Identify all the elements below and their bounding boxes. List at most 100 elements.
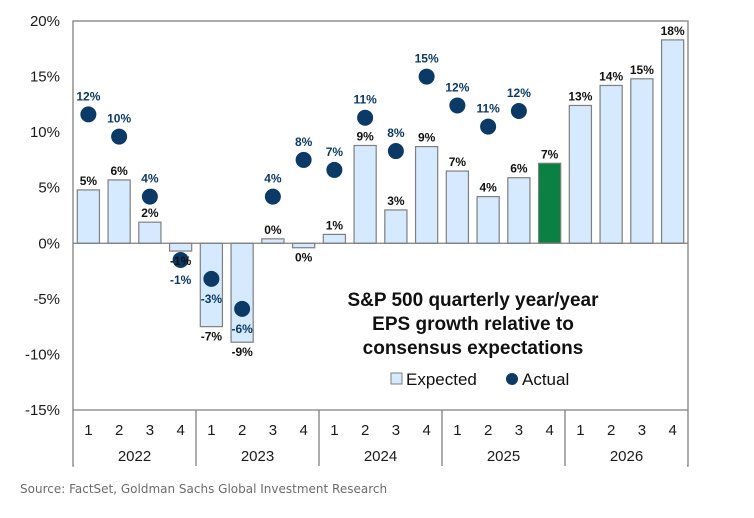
y-tick-label: 5%: [38, 180, 60, 197]
actual-dot: [80, 106, 97, 123]
x-tick-label: 1: [207, 422, 215, 439]
expected-bar: [138, 221, 162, 244]
actual-dot: [203, 270, 220, 287]
actual-dot: [264, 188, 281, 205]
expected-bar-label: 5%: [80, 174, 98, 188]
x-tick-label: 3: [392, 422, 400, 439]
year-label: 2025: [487, 448, 520, 465]
year-label: 2023: [241, 448, 274, 465]
x-tick-label: 3: [638, 422, 646, 439]
actual-dot: [480, 118, 497, 135]
y-tick-label: -10%: [25, 346, 60, 363]
expected-bar-label: -7%: [201, 330, 223, 344]
expected-bar-label: 15%: [630, 63, 654, 77]
legend-actual-label: Actual: [522, 370, 569, 389]
actual-dot-label: 7%: [326, 145, 344, 159]
expected-bar-label: 0%: [295, 251, 313, 265]
expected-bar-label: -9%: [231, 345, 253, 359]
expected-bar: [568, 104, 593, 244]
expected-bar-label: 9%: [418, 131, 436, 145]
expected-bar-label: 14%: [599, 69, 623, 83]
x-tick-label: 4: [545, 422, 553, 439]
year-label: 2024: [364, 448, 397, 465]
expected-bar: [168, 242, 193, 252]
actual-dot-label: -1%: [170, 273, 192, 287]
expected-bar-label: 9%: [356, 129, 374, 143]
chart-title-line: consensus expectations: [363, 338, 584, 359]
actual-dot: [111, 128, 128, 145]
actual-dot: [418, 68, 435, 85]
actual-dot: [234, 300, 251, 317]
expected-bar-label: 18%: [661, 24, 685, 38]
actual-dot-label: 15%: [415, 52, 439, 66]
expected-bar: [414, 145, 439, 244]
x-tick-label: 1: [330, 422, 338, 439]
expected-bar: [353, 144, 377, 244]
actual-dot-label: 11%: [353, 93, 377, 107]
actual-dot-label: 4%: [141, 172, 159, 186]
expected-bar-label: 13%: [568, 89, 592, 103]
y-tick-label: 10%: [30, 124, 60, 141]
actual-dot-label: -6%: [231, 322, 253, 336]
expected-bar: [261, 238, 285, 244]
x-tick-label: 2: [238, 422, 246, 439]
actual-dot-label: 8%: [387, 126, 405, 140]
legend-expected-label: Expected: [406, 370, 477, 389]
expected-bar-label: 4%: [479, 181, 497, 195]
year-label: 2022: [118, 448, 151, 465]
expected-bar-label: 6%: [510, 162, 528, 176]
actual-dot-label: 8%: [295, 135, 313, 149]
x-tick-label: 4: [176, 422, 184, 439]
x-tick-label: 2: [361, 422, 369, 439]
x-tick-label: 2: [484, 422, 492, 439]
x-tick-label: 3: [269, 422, 277, 439]
x-tick-label: 1: [576, 422, 584, 439]
axes: 20%15%10%5%0%-5%-10%-15%1 2 3 4 1 2 3 4 1 2 3 4 1 2 3 4…: [25, 13, 689, 467]
expected-bar: [599, 84, 623, 244]
x-tick-label: 1: [84, 422, 92, 439]
expected-bar-label: -1%: [170, 254, 192, 268]
x-tick-label: 4: [668, 422, 676, 439]
expected-bar-label: 1%: [326, 218, 344, 232]
x-tick-label: 3: [146, 422, 154, 439]
x-tick-label: 4: [422, 422, 430, 439]
expected-bar: [660, 39, 685, 244]
expected-bars: [76, 39, 685, 343]
expected-bar: [322, 233, 347, 244]
actual-dot: [387, 143, 404, 160]
actual-dot-label: 11%: [476, 102, 500, 116]
y-tick-label: 0%: [38, 235, 60, 252]
legend: Expected Actual: [390, 370, 569, 389]
data-labels: 5% 6% 2% -1% -7% -9% 0% 0% 1% 9% 3% 9% 7% 4% 6% 7% 13% 14…: [76, 24, 685, 359]
actual-dot: [510, 103, 527, 120]
y-tick-label: 15%: [30, 69, 60, 86]
actual-dots: [80, 68, 527, 317]
chart-title-line: EPS growth relative to: [372, 314, 574, 335]
x-tick-label: 1: [453, 422, 461, 439]
x-tick-label: 4: [299, 422, 307, 439]
chart-title-line: S&P 500 quarterly year/year: [347, 290, 599, 311]
year-label: 2026: [610, 448, 643, 465]
expected-bar: [107, 179, 131, 244]
y-tick-label: -5%: [33, 291, 60, 308]
legend-expected-swatch: [390, 372, 403, 385]
y-tick-label: 20%: [30, 13, 60, 30]
x-tick-label: 2: [607, 422, 615, 439]
legend-actual-swatch: [506, 373, 518, 385]
expected-bar-label: 7%: [449, 155, 467, 169]
expected-bar: [445, 170, 470, 244]
expected-bar-label: 0%: [264, 223, 282, 237]
expected-bar: [476, 196, 500, 244]
expected-bar: [384, 209, 408, 244]
expected-bar: [630, 78, 654, 244]
x-tick-label: 2: [115, 422, 123, 439]
y-tick-label: -15%: [25, 402, 60, 419]
actual-dot: [449, 97, 466, 114]
expected-bar: [507, 177, 531, 244]
actual-dot-label: 4%: [264, 172, 282, 186]
actual-dot: [295, 151, 312, 168]
actual-dot: [326, 161, 343, 178]
chart-title: S&P 500 quarterly year/year EPS growth re…: [347, 290, 599, 359]
expected-bar: [537, 162, 562, 244]
